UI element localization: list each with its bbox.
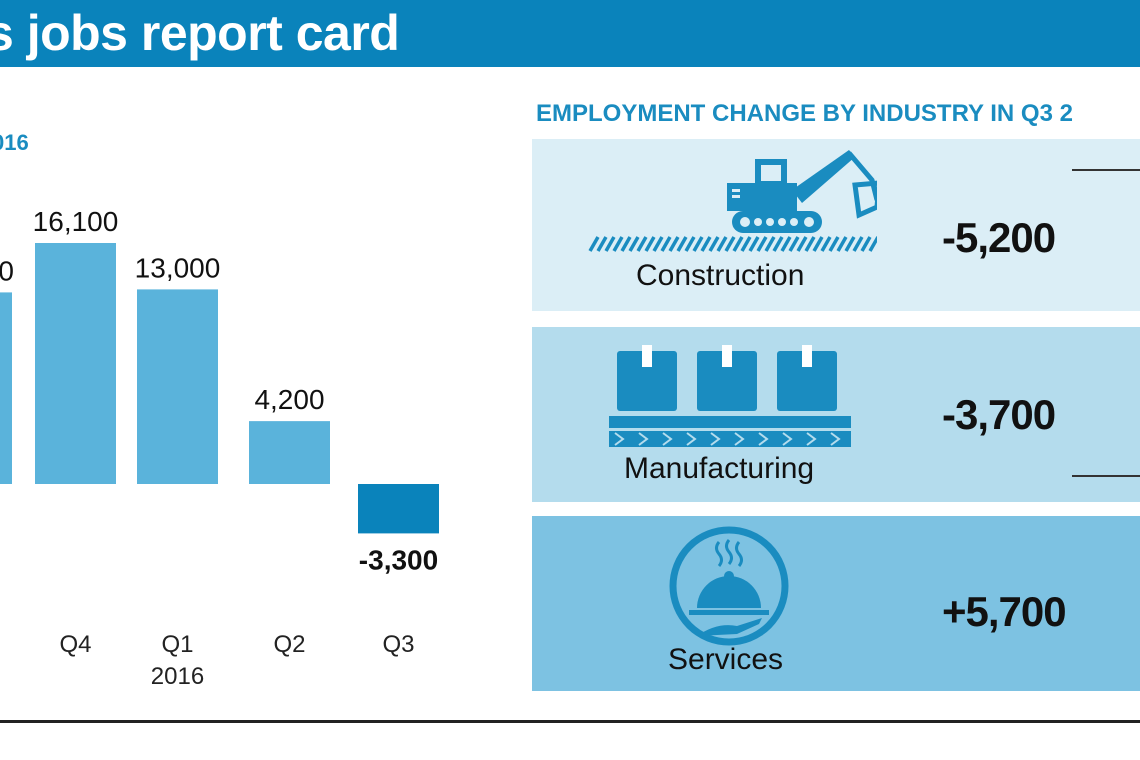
industry-panel-construction: Construction -5,200	[532, 139, 1140, 311]
page-title: s jobs report card	[0, 5, 400, 61]
excavator-icon	[588, 150, 877, 252]
serving-cloche-icon	[669, 526, 789, 646]
industry-label: Construction	[636, 259, 805, 292]
x-tick-label: Q4	[59, 631, 91, 658]
x-tick-label: 2016	[151, 663, 204, 690]
x-tick-label: Q3	[382, 631, 414, 658]
industry-label: Services	[668, 643, 784, 676]
bottom-rule	[0, 720, 1140, 723]
data-label: 4,200	[254, 384, 324, 415]
industry-value: -3,700	[942, 391, 1056, 438]
header-bar: s jobs report card	[0, 0, 1140, 67]
industry-section-title: EMPLOYMENT CHANGE BY INDUSTRY IN Q3 2	[536, 100, 1073, 127]
bar	[137, 289, 218, 484]
bar	[249, 421, 330, 484]
chart-subtitle: 016	[0, 130, 29, 155]
divider-line	[1072, 475, 1140, 477]
x-tick-label: Q2	[273, 631, 305, 658]
data-label: 13,000	[135, 252, 221, 283]
bar	[0, 292, 12, 484]
industry-panel-manufacturing: Manufacturing -3,700	[532, 327, 1140, 502]
industry-label: Manufacturing	[624, 452, 815, 485]
x-tick-label: Q1	[161, 631, 193, 658]
bar	[35, 243, 116, 484]
data-label: 0	[0, 255, 14, 286]
data-label: 16,100	[33, 206, 119, 237]
bar	[358, 484, 439, 534]
conveyor-boxes-icon	[609, 345, 851, 447]
industry-value: +5,700	[942, 588, 1067, 635]
industry-panel-services: Services +5,700	[532, 516, 1140, 691]
data-label: -3,300	[359, 544, 438, 575]
industry-value: -5,200	[942, 214, 1056, 261]
divider-line	[1072, 169, 1140, 171]
quarterly-jobs-bar-chart: 0 16,100 Q4 13,000 Q1 2016 4,200 Q2 -3,300 Q3	[0, 206, 439, 690]
